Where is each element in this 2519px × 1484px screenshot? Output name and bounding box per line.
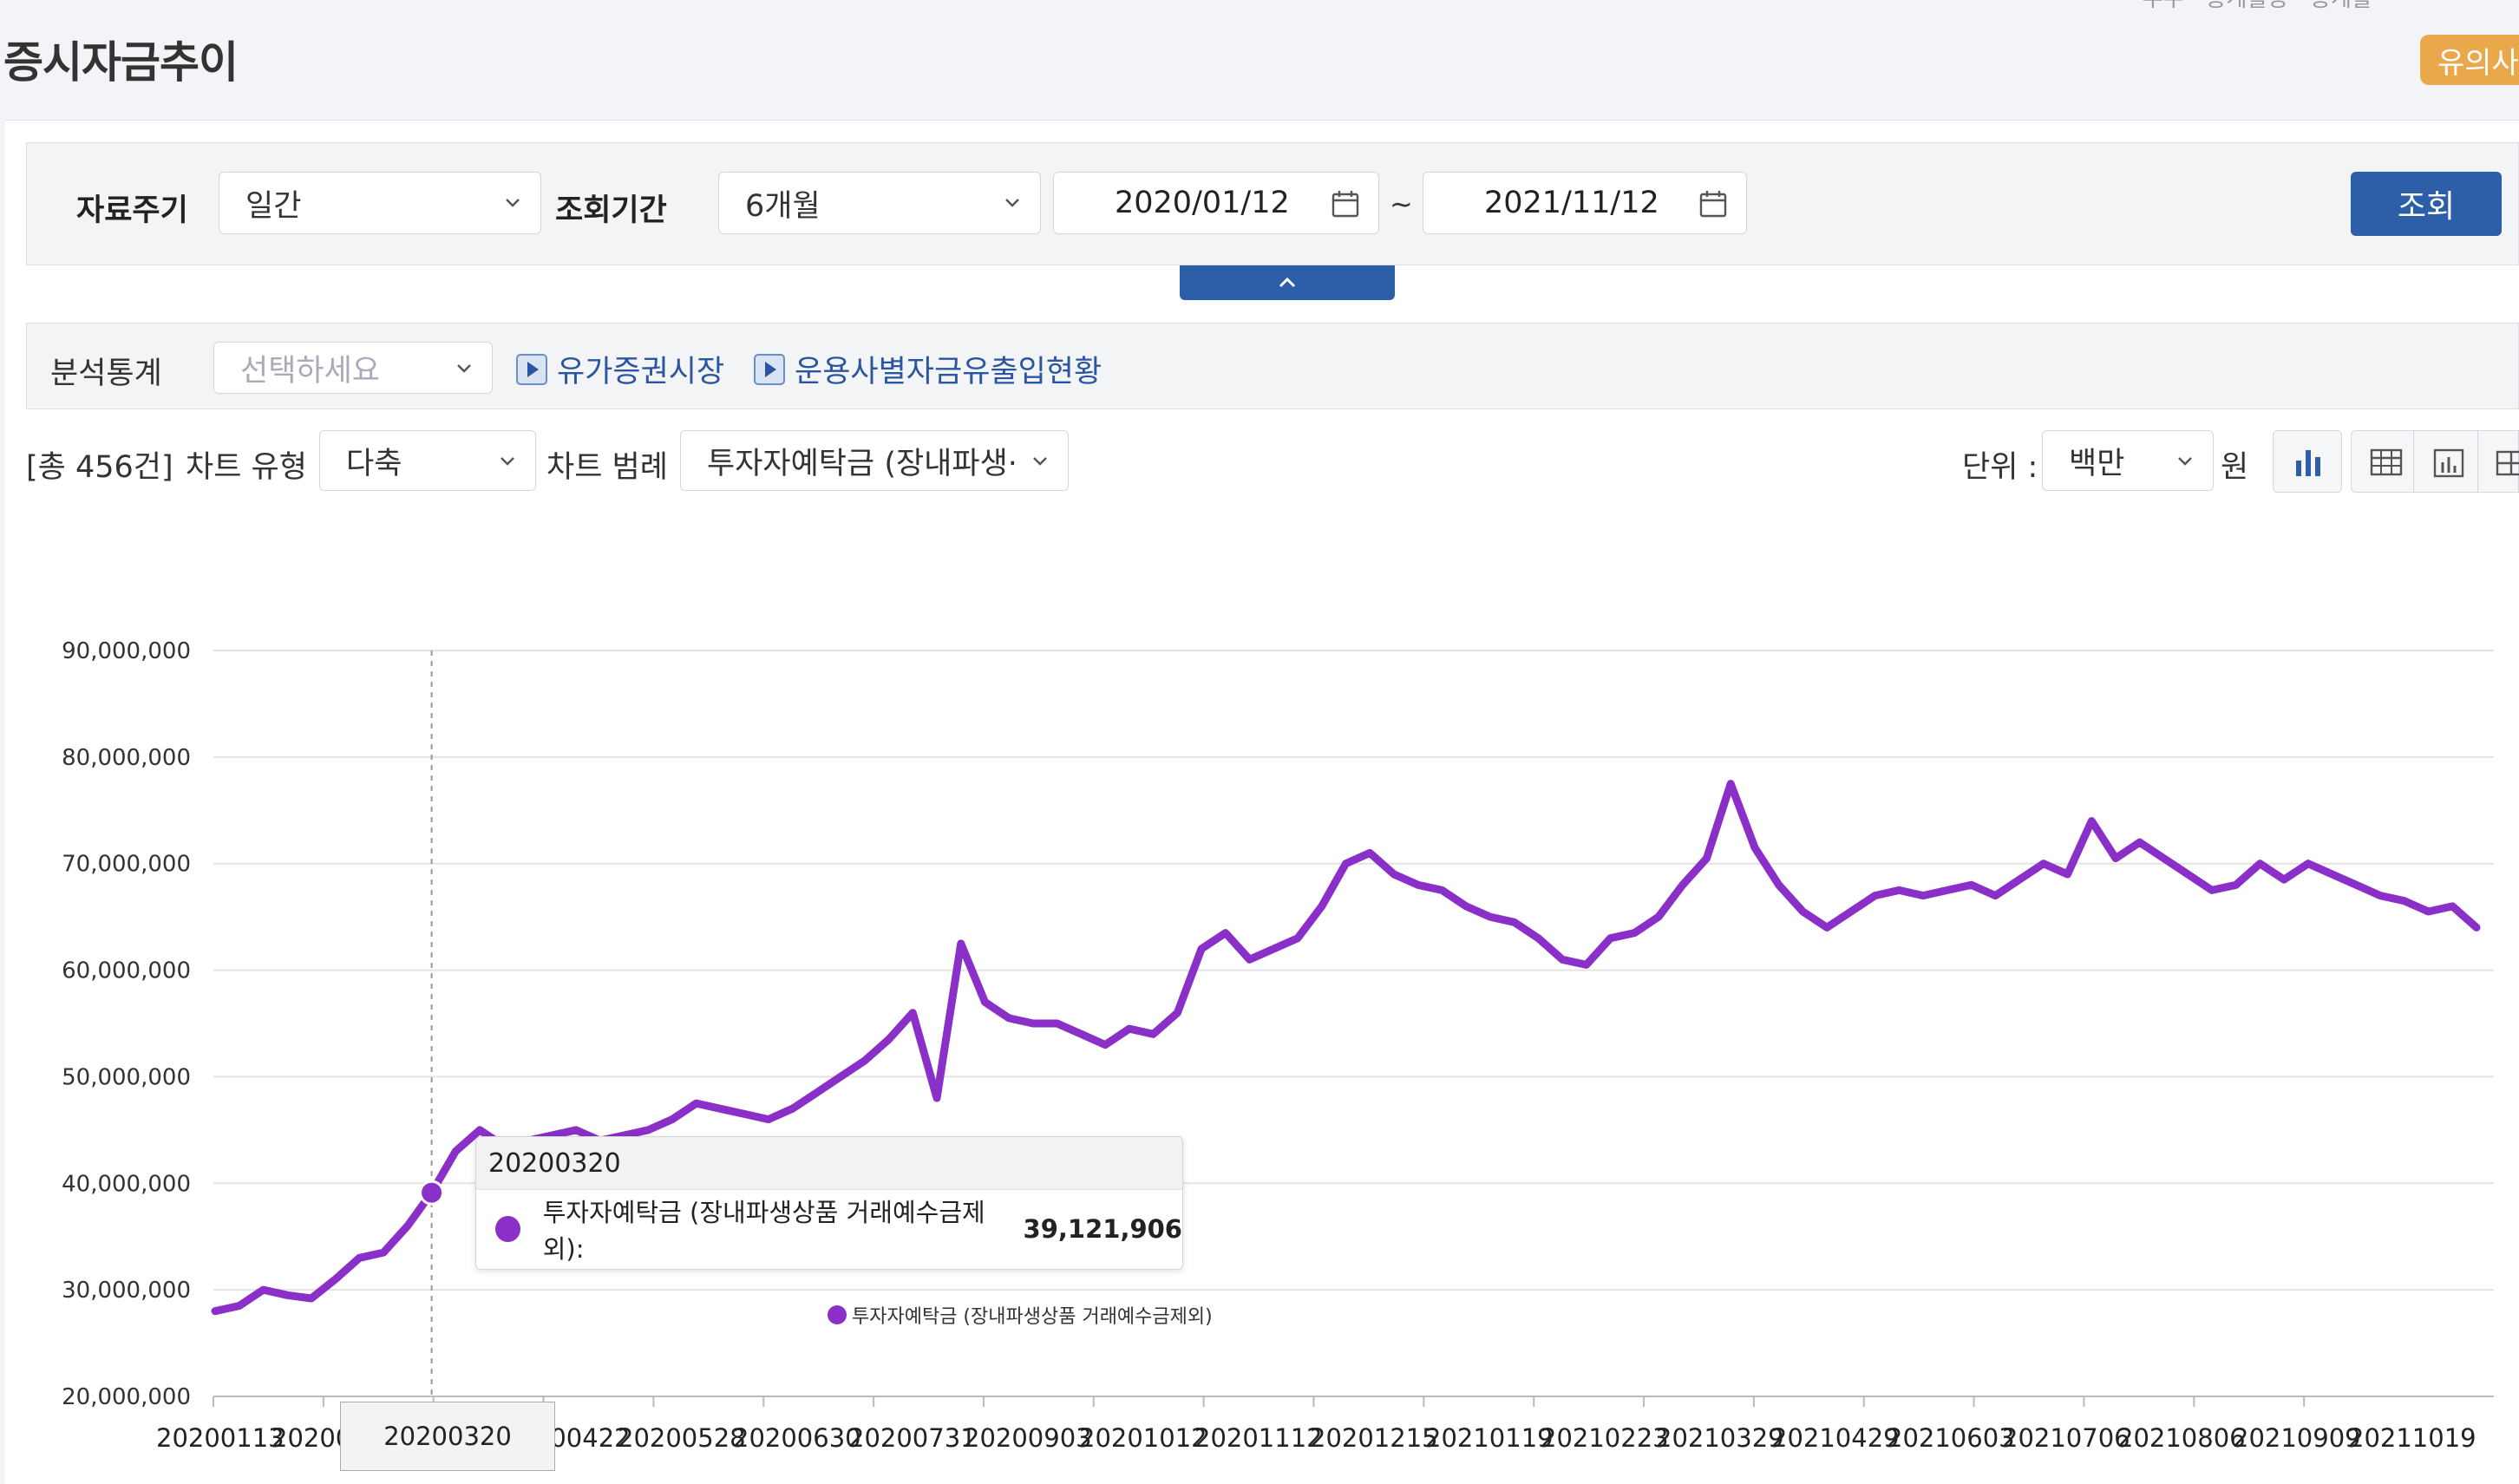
tooltip-row: 투자자예탁금 (장내파생상품 거래예수금제외): 39,121,906 — [476, 1190, 1182, 1268]
y-tick-label: 80,000,000 — [62, 745, 191, 771]
y-tick-label: 60,000,000 — [62, 958, 191, 984]
chart-legend[interactable]: 투자자예탁금 (장내파생상품 거래예수금제외) — [828, 1301, 1213, 1329]
unit-label: 단위 : — [1962, 450, 2038, 485]
column-chart-view-button[interactable] — [2413, 430, 2483, 493]
end-date-field[interactable]: 2021/11/12 — [1423, 172, 1747, 234]
chart-tooltip: 20200320 투자자예탁금 (장내파생상품 거래예수금제외): 39,121… — [475, 1136, 1183, 1270]
y-tick-label: 90,000,000 — [62, 638, 191, 664]
range-label: 조회기간 — [555, 193, 667, 228]
x-tick-label: 20210909 — [2233, 1423, 2361, 1453]
legend-series-name: 투자자예탁금 (장내파생상품 거래예수금제외) — [852, 1306, 1213, 1328]
x-tick-label: 20210223 — [1541, 1423, 1669, 1453]
chevron-up-icon — [1279, 277, 1296, 288]
x-tick-label: 20210806 — [2117, 1423, 2246, 1453]
unit-value: 백만 — [2069, 446, 2125, 481]
legend-marker — [828, 1305, 847, 1324]
column-chart-icon — [2433, 448, 2464, 478]
x-tick-label: 20200528 — [618, 1423, 746, 1453]
start-date-field[interactable]: 2020/01/12 — [1053, 172, 1379, 234]
x-tick-label: 20200630 — [733, 1423, 861, 1453]
bar-chart-icon — [2296, 450, 2320, 476]
analysis-label: 분석통계 — [50, 356, 162, 391]
page-title: 증시자금추이 — [3, 37, 239, 88]
range-select-value: 6개월 — [745, 188, 821, 224]
tooltip-series-marker — [495, 1216, 520, 1242]
x-tick-label: 20200903 — [964, 1423, 1092, 1453]
start-date-value: 2020/01/12 — [1115, 186, 1290, 220]
investor-deposit-line-chart: 20,000,000 30,000,000 40,000,000 50,000,000… — [62, 638, 2494, 1453]
period-select[interactable]: 일간 — [219, 172, 541, 234]
chart-view-button[interactable] — [2273, 430, 2342, 493]
chevron-down-icon — [506, 199, 520, 207]
y-tick-label: 50,000,000 — [62, 1064, 191, 1090]
x-tick-label: 20210706 — [2002, 1423, 2130, 1453]
y-tick-label: 40,000,000 — [62, 1171, 191, 1197]
chevron-down-icon — [1005, 199, 1019, 207]
unit-select[interactable]: 백만 — [2042, 430, 2214, 491]
analysis-select-placeholder: 선택하세요 — [240, 353, 381, 389]
period-label: 자료주기 — [76, 193, 188, 228]
chevron-down-icon — [501, 457, 514, 466]
chart-type-label: 차트 유형 — [186, 450, 307, 485]
top-partial-menu: 우수 · 통계활용 · 통계활 — [2143, 0, 2372, 13]
notice-button[interactable]: 유의사 — [2420, 35, 2519, 85]
grid-view-button[interactable] — [2477, 430, 2519, 493]
link-fund-flow-label: 운용사별자금유출입현황 — [795, 355, 1102, 389]
play-icon — [754, 353, 785, 385]
chart-legend-value: 투자자예탁금 (장내파생· — [707, 446, 1017, 481]
period-select-value: 일간 — [245, 188, 302, 224]
end-date-value: 2021/11/12 — [1484, 186, 1659, 220]
x-tick-label: 20201112 — [1194, 1423, 1323, 1453]
link-securities-market[interactable]: 유가증권시장 — [515, 347, 724, 391]
calendar-icon[interactable] — [1698, 188, 1729, 219]
y-tick-label: 30,000,000 — [62, 1278, 191, 1304]
x-tick-label: 20201012 — [1079, 1423, 1207, 1453]
x-tick-label: 20200 — [272, 1423, 351, 1453]
x-tick-label: 20210429 — [1771, 1423, 1900, 1453]
collapse-search-button[interactable] — [1180, 265, 1395, 300]
y-tick-label: 20,000,000 — [62, 1384, 191, 1410]
analysis-select[interactable]: 선택하세요 — [213, 342, 493, 394]
hover-x-label: 20200320 — [340, 1402, 555, 1471]
table-icon — [2370, 448, 2403, 476]
x-tick-label: 20200113 — [156, 1423, 285, 1453]
unit-suffix: 원 — [2221, 450, 2249, 485]
chart-type-value: 다축 — [346, 446, 402, 481]
hover-point — [419, 1180, 445, 1206]
x-tick-label: 20210329 — [1656, 1423, 1784, 1453]
query-button[interactable]: 조회 — [2351, 172, 2502, 236]
play-icon — [516, 353, 547, 385]
chevron-down-icon — [457, 364, 471, 373]
x-tick-label: 20211019 — [2348, 1423, 2476, 1453]
x-tick-label: 20201215 — [1310, 1423, 1438, 1453]
grid-icon — [2496, 450, 2519, 476]
link-securities-market-label: 유가증권시장 — [557, 355, 725, 389]
tooltip-value: 39,121,906 — [1023, 1214, 1182, 1244]
date-range-separator: ~ — [1390, 187, 1413, 220]
x-tick-label: 20210603 — [1887, 1423, 2015, 1453]
tooltip-series-name: 투자자예탁금 (장내파생상품 거래예수금제외): — [542, 1198, 985, 1264]
chart-legend-select[interactable]: 투자자예탁금 (장내파생· — [680, 430, 1069, 491]
calendar-icon[interactable] — [1330, 188, 1361, 219]
total-count: [총 456건] — [26, 450, 173, 485]
chevron-down-icon — [2178, 457, 2192, 466]
analysis-panel — [26, 323, 2519, 409]
range-select[interactable]: 6개월 — [718, 172, 1041, 234]
table-view-button[interactable] — [2351, 430, 2420, 493]
x-tick-label: 20200731 — [848, 1423, 977, 1453]
chart-type-select[interactable]: 다축 — [319, 430, 536, 491]
tooltip-date: 20200320 — [476, 1137, 1182, 1190]
y-tick-label: 70,000,000 — [62, 852, 191, 878]
link-fund-flow[interactable]: 운용사별자금유출입현황 — [753, 347, 1102, 391]
x-tick-label: 20210119 — [1425, 1423, 1554, 1453]
chevron-down-icon — [1033, 457, 1047, 466]
chart-legend-label: 차트 범례 — [546, 450, 668, 485]
